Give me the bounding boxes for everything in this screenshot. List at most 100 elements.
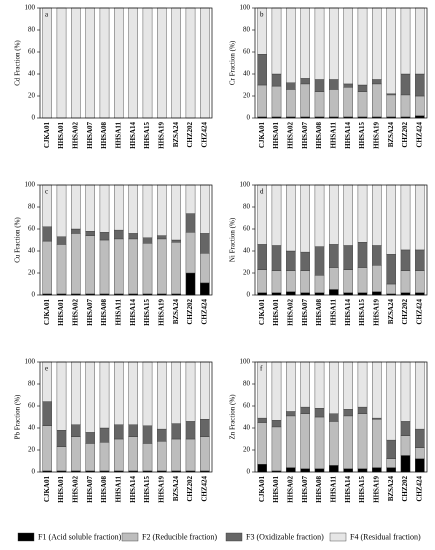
- plot-area: [255, 185, 427, 295]
- bar-segment: [300, 7, 310, 79]
- bar-segment: [157, 184, 167, 236]
- panel-label: c: [45, 188, 48, 196]
- x-tick-label: HHSA15: [358, 299, 366, 326]
- y-tick-label: 20: [28, 269, 36, 277]
- x-tick-label: HHSA02: [71, 299, 79, 326]
- bar-segment: [114, 238, 124, 295]
- plot-area: [40, 8, 212, 118]
- bar-segment: [300, 361, 310, 408]
- bar-segment: [200, 282, 210, 296]
- bar-segment: [357, 361, 368, 408]
- bar-segment: [42, 240, 52, 295]
- bar-segment: [56, 361, 67, 431]
- bar-segment: [171, 361, 181, 424]
- bar-segment: [343, 269, 353, 294]
- bar-segment: [343, 415, 353, 469]
- bar-segment: [42, 425, 52, 472]
- plot-area: [255, 8, 427, 118]
- bar-segment: [157, 7, 167, 119]
- bar-segment: [56, 184, 67, 237]
- bar-segment: [42, 7, 52, 119]
- bar-segment: [357, 406, 368, 414]
- bar-segment: [271, 245, 282, 271]
- x-tick-label: HHSA08: [100, 299, 108, 326]
- bar-segment: [415, 447, 425, 459]
- bar-segment: [71, 228, 81, 234]
- bar-segment: [415, 361, 425, 430]
- bar-segment: [99, 442, 110, 472]
- x-tick-label: HHSA01: [272, 122, 280, 149]
- bar-segment: [343, 7, 353, 85]
- bar-segment: [386, 94, 396, 118]
- y-tick-label: 60: [243, 48, 251, 56]
- bar-segment: [400, 455, 411, 473]
- x-tick-label: CHZ424: [200, 476, 208, 502]
- bar-segment: [271, 270, 282, 293]
- y-tick-label: 0: [247, 291, 251, 299]
- bar-segment: [257, 417, 267, 423]
- bar-segment: [185, 232, 196, 274]
- bar-segment: [372, 245, 382, 266]
- bar-segment: [185, 438, 196, 472]
- y-tick-label: 20: [243, 92, 251, 100]
- x-tick-label: CHZ202: [186, 476, 194, 502]
- bar-segment: [142, 7, 153, 119]
- bar-segment: [71, 233, 81, 295]
- y-tick-label: 80: [243, 203, 251, 211]
- x-tick-label: HHSA08: [100, 122, 108, 149]
- bar-segment: [85, 7, 95, 119]
- x-tick-label: BZSA24: [172, 476, 180, 502]
- x-tick-label: HHSA14: [129, 299, 137, 326]
- bar-segment: [415, 270, 425, 293]
- x-tick-label: CHZ202: [186, 122, 194, 148]
- bar-segment: [300, 83, 310, 118]
- bar-segment: [114, 361, 124, 425]
- bar-segment: [372, 361, 382, 419]
- bar-segment: [257, 464, 267, 473]
- y-tick-label: 0: [32, 468, 36, 476]
- bar-segment: [56, 244, 67, 295]
- bar-segment: [157, 235, 167, 240]
- bar-segment: [400, 421, 411, 436]
- x-tick-label: BZSA24: [387, 299, 395, 325]
- bar-segment: [286, 291, 296, 296]
- bar-segment: [300, 413, 310, 469]
- x-tick-label: HHSA02: [286, 476, 294, 503]
- y-tick-label: 40: [28, 70, 36, 78]
- bar-segment: [271, 361, 282, 421]
- panel-label: b: [260, 11, 264, 19]
- bar-segment: [157, 238, 167, 295]
- bar-segment: [329, 89, 339, 118]
- bar-segment: [372, 419, 382, 468]
- bar-segment: [200, 252, 210, 284]
- bar-segment: [314, 408, 325, 418]
- bar-segment: [128, 361, 138, 425]
- bar-segment: [329, 289, 339, 296]
- y-tick-label: 100: [240, 4, 251, 12]
- x-tick-label: BZSA24: [387, 122, 395, 148]
- bar-segment: [271, 85, 282, 118]
- x-tick-label: CJKA01: [43, 476, 51, 503]
- bar-segment: [200, 419, 210, 438]
- y-tick-label: 0: [247, 468, 251, 476]
- x-tick-label: CJKA01: [258, 299, 266, 326]
- bar-segment: [99, 232, 110, 241]
- bar-segment: [329, 244, 339, 268]
- bar-segment: [372, 291, 382, 296]
- bar-segment: [56, 430, 67, 447]
- x-tick-label: HHSA08: [315, 122, 323, 149]
- bar-segment: [157, 361, 167, 430]
- y-tick-label: 20: [28, 92, 36, 100]
- bar-segment: [114, 229, 124, 240]
- bar-segment: [185, 421, 196, 440]
- y-tick-label: 60: [28, 225, 36, 233]
- x-tick-label: HHSA07: [301, 299, 309, 326]
- bar-segment: [257, 84, 267, 118]
- x-tick-label: HHSA11: [329, 299, 337, 326]
- bar-segment: [415, 95, 425, 116]
- x-tick-label: HHSA15: [143, 122, 151, 149]
- bar-segment: [300, 78, 310, 85]
- x-tick-label: HHSA11: [114, 476, 122, 503]
- y-axis-label: Cd Fraction (%): [14, 40, 22, 86]
- bar-segment: [114, 184, 124, 231]
